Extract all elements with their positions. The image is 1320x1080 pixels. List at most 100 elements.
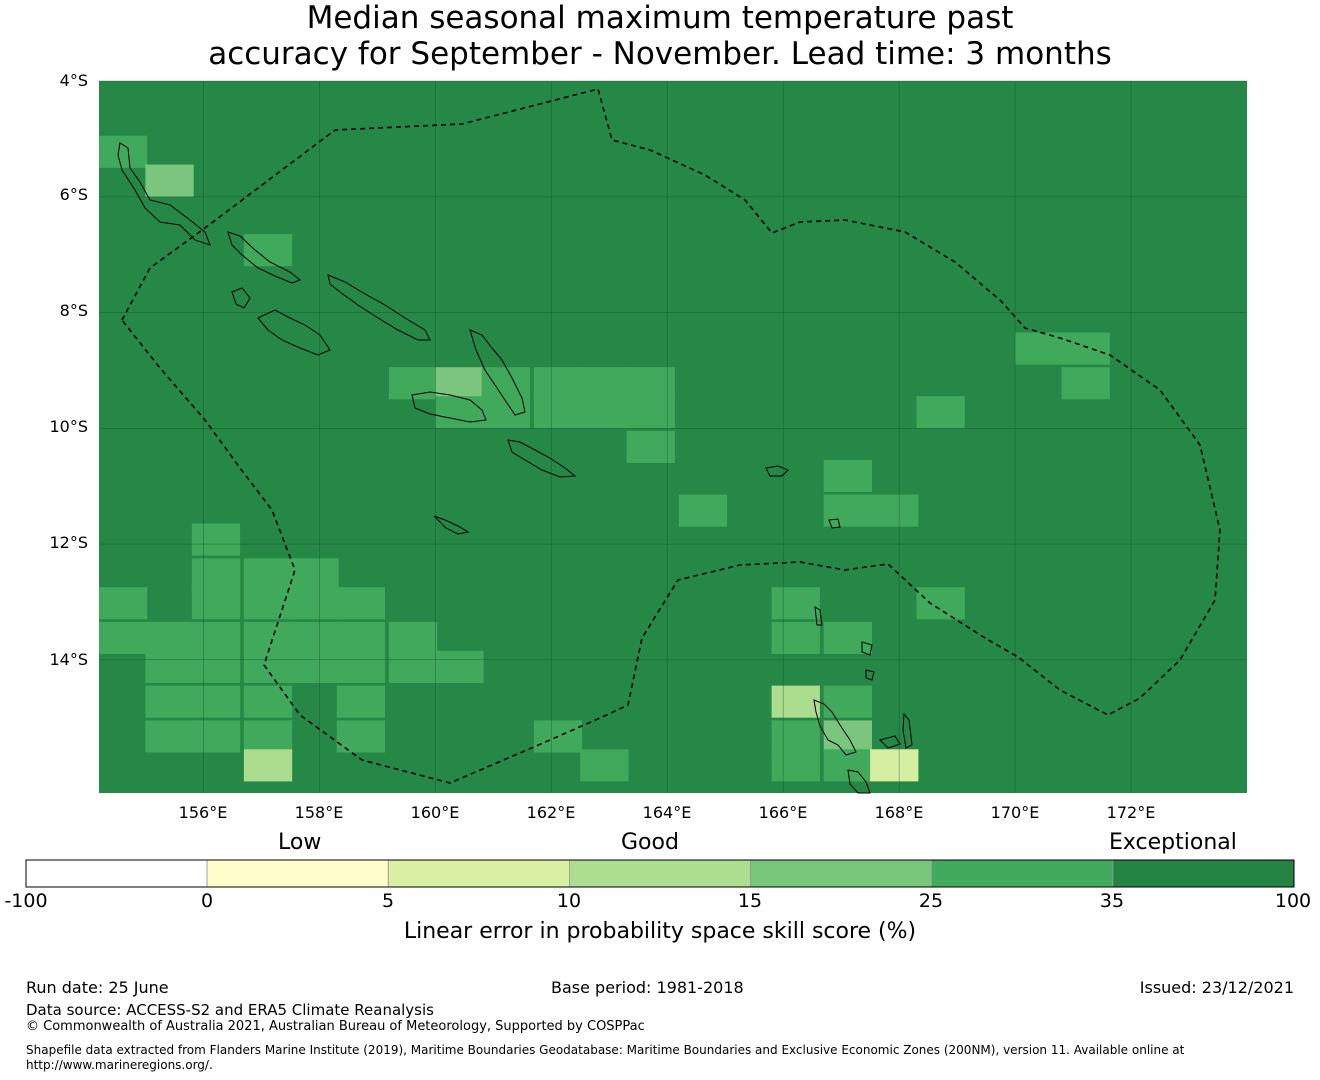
skill-cell bbox=[191, 685, 241, 718]
island-outline bbox=[231, 287, 251, 309]
island-outlines bbox=[117, 142, 913, 794]
colorbar-segment bbox=[569, 859, 751, 888]
skill-cell bbox=[290, 650, 339, 683]
lon-label: 162°E bbox=[526, 803, 576, 822]
skill-cell bbox=[678, 494, 728, 527]
skill-cell bbox=[191, 621, 241, 654]
run-date: Run date: 25 June bbox=[26, 978, 169, 997]
skill-cell bbox=[243, 558, 293, 591]
island-outline bbox=[828, 518, 841, 529]
island-outline bbox=[227, 231, 301, 284]
colorbar-segment bbox=[206, 859, 389, 888]
skill-cell bbox=[145, 685, 194, 718]
shapefile-credit-line1: Shapefile data extracted from Flanders M… bbox=[26, 1043, 1185, 1057]
skill-cell bbox=[145, 164, 194, 197]
skill-cell bbox=[145, 650, 194, 683]
skill-grid bbox=[99, 81, 1247, 793]
skill-cell bbox=[99, 135, 148, 168]
colorbar-segment bbox=[750, 859, 933, 888]
lon-label: 172°E bbox=[1106, 803, 1156, 822]
skill-cell bbox=[336, 587, 385, 620]
skill-cell bbox=[388, 367, 438, 400]
skill-cell bbox=[771, 720, 820, 753]
lon-label: 166°E bbox=[758, 803, 808, 822]
skill-cell bbox=[290, 558, 339, 591]
colorbar-tick: 10 bbox=[556, 890, 582, 912]
island-outline bbox=[847, 769, 871, 794]
skill-cell bbox=[481, 367, 530, 400]
base-period: Base period: 1981-2018 bbox=[551, 978, 744, 997]
skill-cell bbox=[243, 621, 293, 654]
colorbar-tick: 5 bbox=[381, 890, 395, 912]
island-outline bbox=[879, 735, 901, 749]
skill-cell bbox=[823, 685, 872, 718]
skill-cell bbox=[823, 459, 872, 492]
skill-cell bbox=[870, 749, 919, 782]
skill-cell bbox=[626, 367, 675, 400]
skill-cell bbox=[580, 367, 629, 400]
copyright: © Commonwealth of Australia 2021, Austra… bbox=[26, 1019, 645, 1034]
colorbar-tick: 100 bbox=[1274, 890, 1312, 912]
lon-label: 168°E bbox=[874, 803, 924, 822]
skill-cell bbox=[823, 494, 872, 527]
colorbar bbox=[25, 859, 1295, 888]
skill-cell bbox=[435, 396, 484, 429]
colorbar-segment bbox=[931, 859, 1114, 888]
skill-cell bbox=[388, 621, 438, 654]
skill-cell bbox=[336, 685, 385, 718]
lat-label: 14°S bbox=[49, 650, 88, 669]
skill-cell bbox=[771, 685, 820, 718]
data-source: Data source: ACCESS-S2 and ERA5 Climate … bbox=[26, 1001, 434, 1019]
lon-label: 164°E bbox=[642, 803, 692, 822]
skill-cell bbox=[191, 523, 241, 556]
skill-cell bbox=[1061, 332, 1110, 365]
island-outline bbox=[327, 274, 431, 341]
map-title-line2: accuracy for September - November. Lead … bbox=[208, 36, 1112, 72]
skill-cell bbox=[823, 621, 872, 654]
island-outline bbox=[433, 515, 470, 535]
skill-cell bbox=[191, 558, 241, 591]
eez-boundary-solomon bbox=[121, 88, 1221, 784]
skill-cell bbox=[191, 720, 241, 753]
skill-cell bbox=[626, 430, 675, 463]
island-outline bbox=[411, 391, 487, 423]
colorbar-tick: 15 bbox=[737, 890, 763, 912]
skill-cell bbox=[145, 621, 194, 654]
lon-label: 170°E bbox=[990, 803, 1040, 822]
lon-label: 158°E bbox=[294, 803, 344, 822]
island-outline bbox=[765, 465, 789, 477]
skill-cell bbox=[243, 650, 293, 683]
lat-label: 12°S bbox=[49, 533, 88, 552]
shapefile-credit-line2: http://www.marineregions.org/. bbox=[26, 1058, 213, 1072]
colorbar-category-good: Good bbox=[621, 830, 679, 855]
skill-cell bbox=[243, 749, 293, 782]
issued-date: Issued: 23/12/2021 bbox=[1139, 978, 1294, 997]
colorbar-tick: 35 bbox=[1099, 890, 1125, 912]
skill-cell bbox=[191, 587, 241, 620]
lat-lon-gridlines bbox=[99, 80, 1247, 793]
colorbar-segment bbox=[387, 859, 570, 888]
lat-label: 4°S bbox=[59, 71, 88, 90]
colorbar-segment bbox=[1112, 859, 1295, 888]
skill-cell bbox=[145, 720, 194, 753]
skill-cell bbox=[191, 650, 241, 683]
skill-cell bbox=[916, 396, 965, 429]
skill-cell bbox=[1061, 367, 1110, 400]
skill-cell bbox=[99, 587, 148, 620]
skill-cell bbox=[336, 621, 385, 654]
skill-cell bbox=[435, 367, 484, 400]
skill-cell bbox=[771, 587, 820, 620]
colorbar-category-exceptional: Exceptional bbox=[1109, 830, 1237, 855]
skill-cell bbox=[99, 621, 148, 654]
colorbar-tick: -100 bbox=[4, 890, 48, 912]
skill-cell bbox=[533, 396, 583, 429]
lon-label: 156°E bbox=[178, 803, 228, 822]
skill-cell bbox=[243, 234, 293, 267]
skill-cell bbox=[336, 720, 385, 753]
skill-cell bbox=[771, 621, 820, 654]
island-outline bbox=[861, 641, 873, 656]
skill-cell bbox=[916, 587, 965, 620]
skill-cell bbox=[243, 685, 293, 718]
skill-cell bbox=[290, 587, 339, 620]
